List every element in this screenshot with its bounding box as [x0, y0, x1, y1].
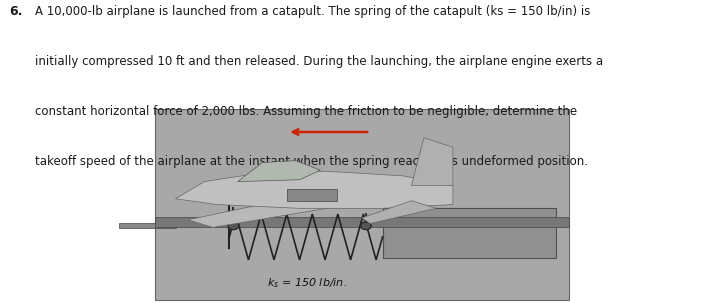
Text: $k_s$ = 150 lb/in.: $k_s$ = 150 lb/in.	[266, 276, 346, 290]
Polygon shape	[188, 201, 349, 228]
Polygon shape	[287, 189, 337, 201]
Text: initially compressed 10 ft and then released. During the launching, the airplane: initially compressed 10 ft and then rele…	[35, 55, 603, 68]
Text: takeoff speed of the airplane at the instant when the spring reaches its undefor: takeoff speed of the airplane at the ins…	[35, 155, 588, 168]
Text: A 10,000-lb airplane is launched from a catapult. The spring of the catapult (ks: A 10,000-lb airplane is launched from a …	[35, 5, 590, 18]
Bar	[119, 223, 176, 228]
Polygon shape	[361, 201, 436, 224]
Ellipse shape	[228, 222, 239, 230]
Bar	[155, 217, 569, 228]
Ellipse shape	[361, 222, 372, 230]
Polygon shape	[412, 138, 453, 185]
Polygon shape	[176, 170, 453, 208]
Polygon shape	[238, 161, 320, 181]
Text: constant horizontal force of 2,000 lbs. Assuming the friction to be negligible, : constant horizontal force of 2,000 lbs. …	[35, 105, 577, 118]
Text: 6.: 6.	[9, 5, 23, 18]
